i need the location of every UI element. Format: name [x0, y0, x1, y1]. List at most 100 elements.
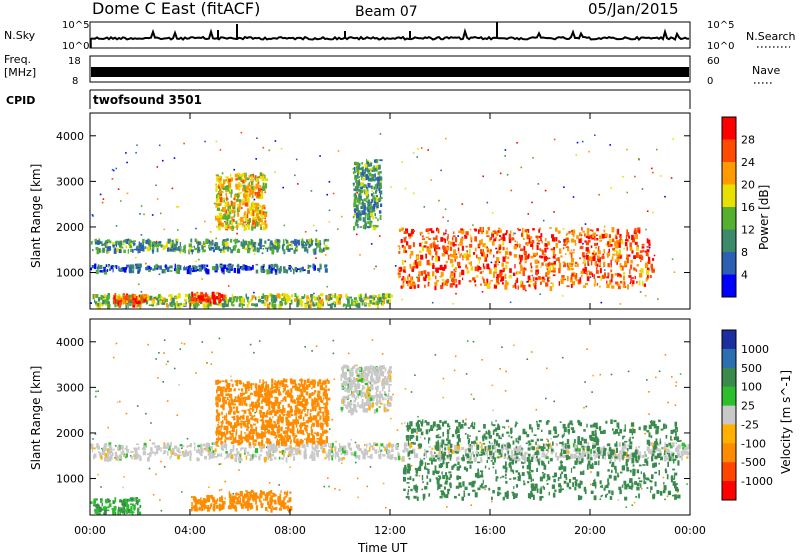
scatter-cell	[129, 302, 132, 307]
scatter-cell	[515, 285, 517, 289]
scatter-cell	[307, 264, 310, 269]
scatter-cell	[613, 454, 615, 457]
scatter-cell	[535, 441, 537, 446]
scatter-cell	[260, 446, 263, 453]
scatter-cell	[208, 495, 211, 498]
scatter-cell	[92, 438, 94, 440]
scatter-cell	[363, 184, 366, 188]
scatter-cell	[609, 496, 613, 500]
scatter-cell	[225, 176, 229, 179]
scatter-cell	[376, 201, 379, 206]
scatter-cell	[655, 376, 657, 379]
scatter-cell	[178, 246, 180, 252]
scatter-cell	[532, 253, 536, 258]
scatter-cell	[547, 445, 549, 450]
scatter-cell	[215, 444, 219, 447]
scatter-cell	[425, 236, 429, 239]
power-colorbar-frame	[721, 116, 737, 298]
scatter-cell	[502, 233, 505, 239]
scatter-cell	[306, 249, 309, 254]
scatter-cell	[563, 243, 567, 246]
scatter-cell	[424, 453, 427, 456]
scatter-cell	[336, 300, 340, 305]
scatter-cell	[186, 437, 189, 440]
scatter-cell	[608, 241, 611, 246]
scatter-cell	[239, 453, 241, 459]
scatter-cell	[601, 255, 605, 260]
scatter-cell	[270, 500, 273, 504]
scatter-cell	[366, 296, 370, 300]
scatter-cell	[124, 267, 127, 273]
scatter-cell	[474, 228, 477, 232]
scatter-cell	[656, 443, 660, 447]
scatter-cell	[283, 224, 286, 227]
scatter-cell	[603, 269, 606, 271]
scatter-cell	[505, 480, 508, 484]
scatter-cell	[570, 230, 573, 233]
scatter-cell	[213, 202, 216, 205]
scatter-cell	[231, 178, 234, 181]
scatter-cell	[117, 301, 119, 307]
scatter-cell	[627, 254, 631, 257]
scatter-cell	[618, 249, 621, 255]
scatter-cell	[301, 296, 305, 299]
scatter-cell	[225, 209, 228, 214]
scatter-cell	[545, 449, 549, 451]
scatter-cell	[243, 172, 246, 176]
scatter-cell	[137, 454, 141, 457]
scatter-cell	[446, 250, 449, 255]
scatter-cell	[221, 209, 223, 211]
scatter-cell	[156, 198, 159, 200]
scatter-cell	[585, 283, 588, 286]
scatter-cell	[218, 177, 221, 181]
scatter-cell	[100, 294, 103, 300]
scatter-cell	[625, 239, 629, 242]
scatter-cell	[581, 458, 584, 463]
scatter-cell	[441, 282, 444, 286]
scatter-cell	[170, 450, 174, 455]
scatter-cell	[151, 300, 155, 305]
scatter-cell	[207, 239, 211, 244]
scatter-cell	[217, 207, 220, 211]
scatter-cell	[248, 454, 252, 456]
scatter-cell	[257, 196, 260, 199]
scatter-cell	[378, 300, 381, 304]
scatter-cell	[584, 262, 586, 267]
scatter-cell	[472, 224, 474, 226]
scatter-cell	[158, 294, 161, 299]
scatter-cell	[356, 181, 360, 184]
scatter-cell	[451, 273, 454, 277]
scatter-cell	[228, 188, 232, 191]
scatter-cell	[221, 299, 223, 302]
scatter-cell	[136, 499, 139, 506]
scatter-cell	[372, 206, 376, 212]
scatter-cell	[239, 296, 243, 301]
scatter-cell	[610, 278, 613, 283]
scatter-cell	[237, 205, 241, 211]
scatter-cell	[588, 150, 590, 153]
scatter-cell	[306, 295, 309, 300]
scatter-cell	[684, 446, 688, 450]
scatter-cell	[234, 296, 237, 298]
scatter-cell	[499, 269, 503, 275]
scatter-cell	[301, 238, 304, 243]
scatter-cell	[458, 230, 462, 234]
scatter-cell	[272, 444, 275, 446]
scatter-cell	[219, 497, 221, 502]
scatter-cell	[134, 298, 137, 303]
scatter-cell	[476, 254, 478, 259]
scatter-cell	[201, 264, 203, 268]
scatter-cell	[552, 267, 556, 273]
scatter-cell	[611, 285, 615, 289]
scatter-cell	[502, 426, 504, 428]
scatter-cell	[563, 238, 566, 243]
scatter-cell	[523, 458, 527, 464]
scatter-cell	[491, 421, 493, 426]
scatter-cell	[215, 292, 218, 295]
scatter-cell	[454, 256, 458, 259]
scatter-cell	[241, 242, 244, 247]
scatter-cell	[233, 205, 236, 210]
scatter-cell	[521, 227, 524, 234]
scatter-cell	[378, 187, 381, 191]
scatter-cell	[619, 457, 621, 462]
